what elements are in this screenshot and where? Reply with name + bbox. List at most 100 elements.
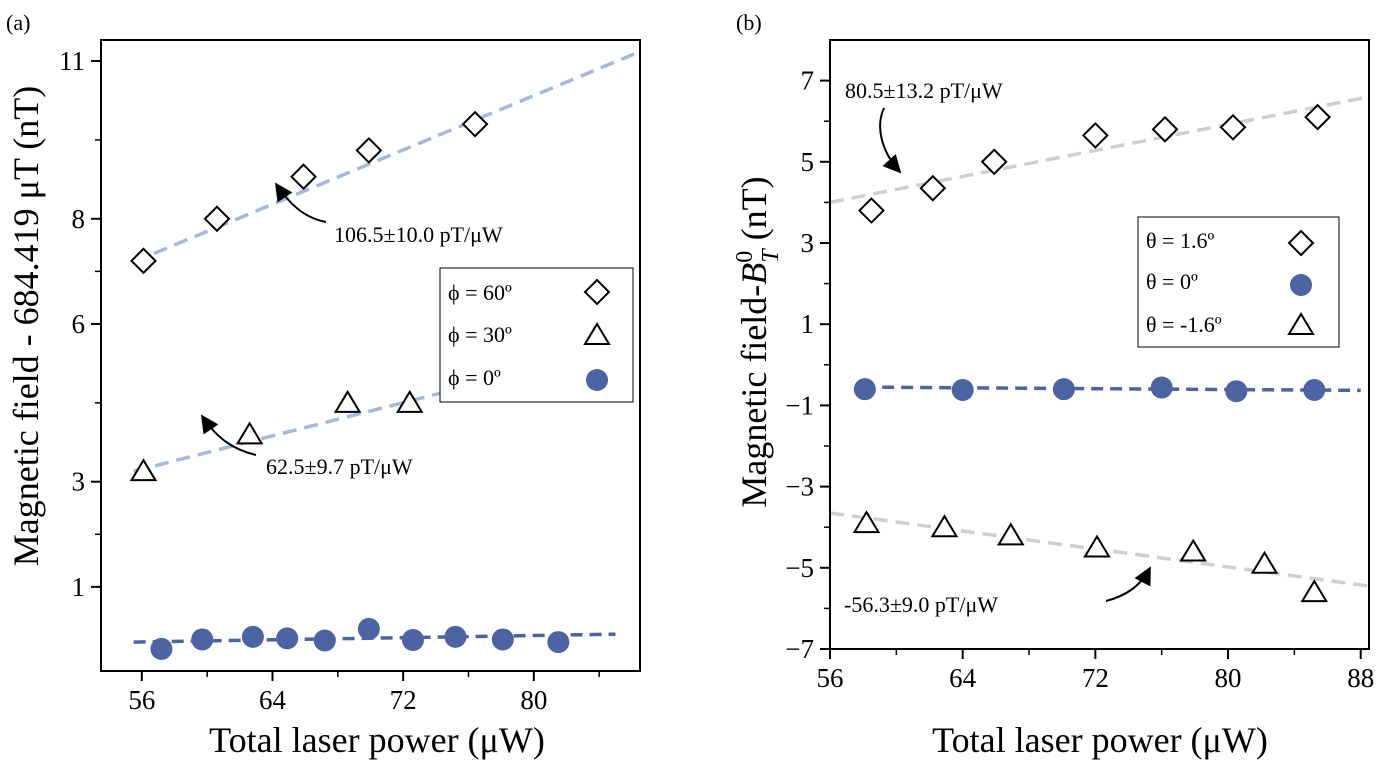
x-tick-label: 64 (949, 663, 977, 693)
data-point-circle (241, 625, 264, 648)
legend-triangle-marker (583, 322, 611, 345)
y-tick-label: 1 (801, 309, 815, 339)
data-point-triangle (395, 389, 424, 413)
data-point-triangle (1083, 534, 1111, 558)
data-point-circle (491, 628, 514, 651)
panel-a: (a) 56 64 72 80 1 3 6 8 11 106.5±10.0 pT/μW 62.5… (6, 10, 641, 760)
data-point-triangle (1250, 550, 1279, 574)
y-tick-label: −5 (785, 553, 814, 583)
data-point-triangle (997, 522, 1025, 546)
y-title-prefix: Magnetic field- (734, 285, 774, 508)
data-point-triangle (930, 514, 959, 538)
panel-a-y-axis-title: Magnetic field - 684.419 μT (nT) (6, 86, 46, 567)
data-point-circle (276, 627, 299, 650)
panel-a-ticks: 56 64 72 80 1 3 6 8 11 (59, 46, 600, 715)
data-point-triangle (333, 389, 362, 413)
annotation-phi-30-slope: 62.5±9.7 pT/μW (266, 454, 413, 479)
y-tick-label: −7 (785, 634, 814, 664)
data-point-circle (191, 628, 214, 651)
legend-entry-theta-0: θ = 0º (1146, 269, 1198, 294)
data-point-diamond (203, 205, 231, 233)
y-tick-label: 6 (72, 309, 86, 339)
data-point-circle (444, 625, 467, 648)
data-point-diamond (1219, 113, 1247, 141)
data-point-triangle (129, 458, 158, 482)
data-point-circle (1052, 378, 1075, 401)
data-point-diamond (1151, 115, 1179, 143)
data-point-diamond (1081, 121, 1109, 149)
data-point-diamond (919, 174, 947, 202)
data-point-circle (150, 637, 173, 660)
panel-a-axes-frame (100, 39, 641, 672)
x-tick-label: 80 (520, 685, 547, 715)
annotation-arrow-theta-neg (1105, 566, 1151, 602)
y-tick-label: −1 (785, 390, 814, 420)
annotation-arrow-theta-pos (879, 107, 902, 174)
y-title-suffix: (nT) (734, 176, 774, 249)
data-point-diamond (355, 137, 383, 164)
data-point-diamond (858, 197, 885, 224)
data-point-circle (951, 378, 974, 401)
y-tick-label: 3 (801, 228, 815, 258)
y-tick-label: 3 (72, 467, 86, 497)
annotation-arrow-phi-30 (201, 414, 257, 456)
panel-b-legend: θ = 1.6º θ = 0º θ = -1.6º (1137, 216, 1340, 348)
legend-circle-marker (1290, 274, 1312, 296)
x-tick-label: 88 (1347, 663, 1374, 693)
annotation-theta-pos-slope: 80.5±13.2 pT/μW (845, 78, 1003, 103)
legend-entry-theta-pos: θ = 1.6º (1146, 228, 1214, 253)
data-point-diamond (980, 148, 1008, 176)
panel-a-markers (129, 110, 570, 660)
panel-b: (b) 56 64 72 80 88 −7 −5 −3 −1 1 3 5 7 80.5±13.2 pT/… (732, 10, 1374, 760)
fit-line (133, 632, 616, 644)
y-tick-label: 7 (801, 66, 815, 96)
data-point-diamond (290, 163, 317, 191)
panel-b-x-axis-title: Total laser power (μW) (932, 720, 1268, 760)
legend-entry-phi-30: ϕ = 30º (448, 322, 512, 347)
legend-entry-phi-0: ϕ = 0º (448, 365, 501, 390)
data-point-circle (357, 617, 380, 640)
data-point-triangle (1179, 538, 1207, 562)
data-point-circle (853, 378, 876, 401)
data-point-circle (1225, 380, 1248, 403)
y-title-symbol: B (734, 263, 774, 285)
x-tick-label: 80 (1215, 663, 1242, 693)
y-title-sub: T (758, 248, 784, 263)
panel-b-label: (b) (736, 10, 762, 35)
panel-b-markers (852, 103, 1332, 603)
data-point-diamond (130, 247, 157, 275)
data-point-triangle (235, 421, 264, 445)
data-point-triangle (1300, 579, 1329, 603)
fit-line (863, 385, 1361, 393)
y-tick-label: 8 (72, 204, 86, 234)
data-point-circle (547, 631, 570, 654)
panel-b-y-axis-title: Magnetic field-B0T (nT) (732, 176, 784, 507)
data-point-circle (1303, 378, 1326, 401)
panel-a-legend: ϕ = 60º ϕ = 30º ϕ = 0º (439, 267, 634, 403)
panel-a-label: (a) (6, 10, 30, 35)
y-tick-label: 1 (72, 572, 86, 602)
data-point-circle (401, 628, 424, 651)
data-point-triangle (852, 510, 881, 534)
legend-entry-theta-neg: θ = -1.6º (1146, 312, 1222, 337)
y-tick-label: 5 (801, 147, 815, 177)
data-point-circle (1150, 376, 1173, 399)
legend-entry-phi-60: ϕ = 60º (448, 280, 512, 305)
data-point-diamond (1304, 103, 1332, 131)
annotation-arrow-phi-60 (275, 182, 327, 223)
legend-diamond-marker (583, 278, 611, 306)
y-tick-label: 11 (59, 46, 85, 76)
legend-circle-marker (586, 369, 608, 391)
x-tick-label: 56 (128, 685, 155, 715)
panel-b-ticks: 56 64 72 80 88 −7 −5 −3 −1 1 3 5 7 (785, 66, 1374, 693)
legend-triangle-marker (1287, 312, 1315, 335)
x-tick-label: 72 (390, 685, 417, 715)
y-tick-label: −3 (785, 472, 814, 502)
x-tick-label: 64 (259, 685, 287, 715)
fit-line (133, 390, 445, 473)
y-title-sup: 0 (732, 251, 758, 263)
x-tick-label: 72 (1082, 663, 1109, 693)
panel-a-x-axis-title: Total laser power (μW) (209, 720, 545, 760)
data-point-diamond (461, 110, 489, 138)
